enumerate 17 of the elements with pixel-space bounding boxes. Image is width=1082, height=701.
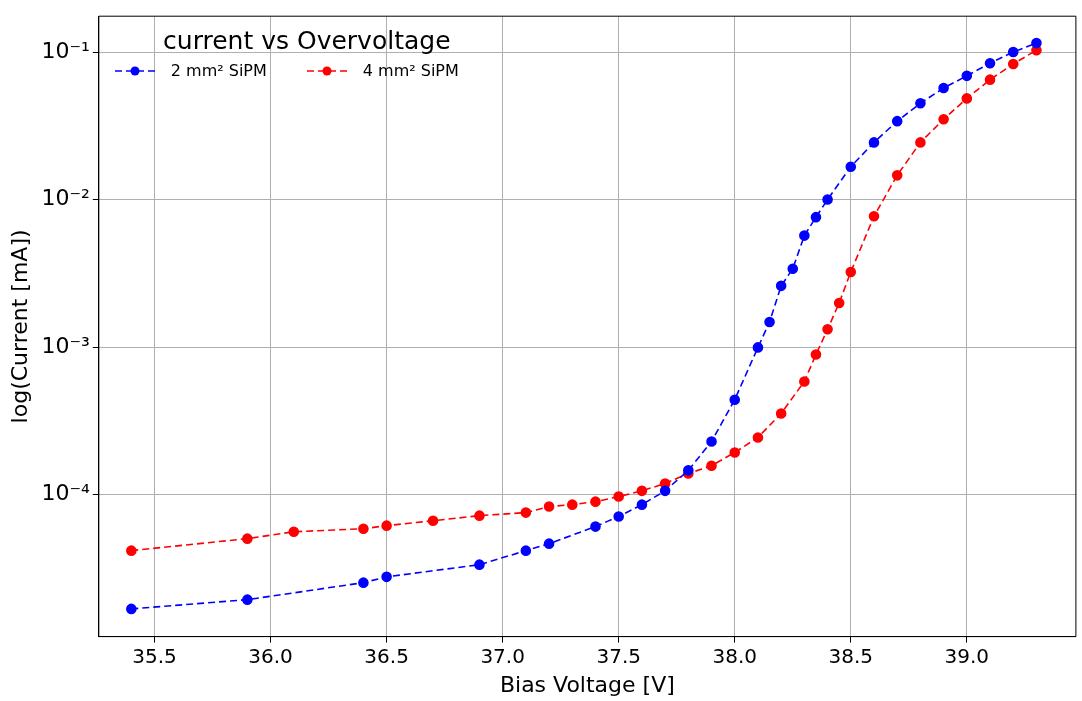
legend-label: 2 mm² SiPM [170, 61, 267, 81]
y-tick-label: 10⁻³ [41, 332, 90, 358]
x-axis-title: Bias Voltage [V] [499, 671, 675, 697]
x-tick-label: 37.0 [480, 643, 525, 668]
legend-title: current vs Overvoltage [162, 26, 452, 56]
y-tick-label: 10⁻¹ [41, 37, 90, 63]
x-tick-label: 36.5 [364, 643, 409, 668]
y-axis-title: log(Current [mA]) [6, 229, 32, 424]
x-tick-label: 38.5 [828, 643, 874, 668]
x-tick-label: 38.0 [712, 643, 757, 668]
x-tick-label: 37.5 [596, 643, 641, 668]
legend-label: 4 mm² SiPM [362, 61, 459, 81]
y-tick-label: 10⁻⁴ [41, 480, 90, 506]
x-tick-label: 36.0 [248, 643, 293, 668]
y-tick-label: 10⁻² [41, 185, 90, 211]
x-tick-label: 39.0 [944, 643, 990, 668]
x-tick-label: 35.5 [132, 643, 177, 668]
